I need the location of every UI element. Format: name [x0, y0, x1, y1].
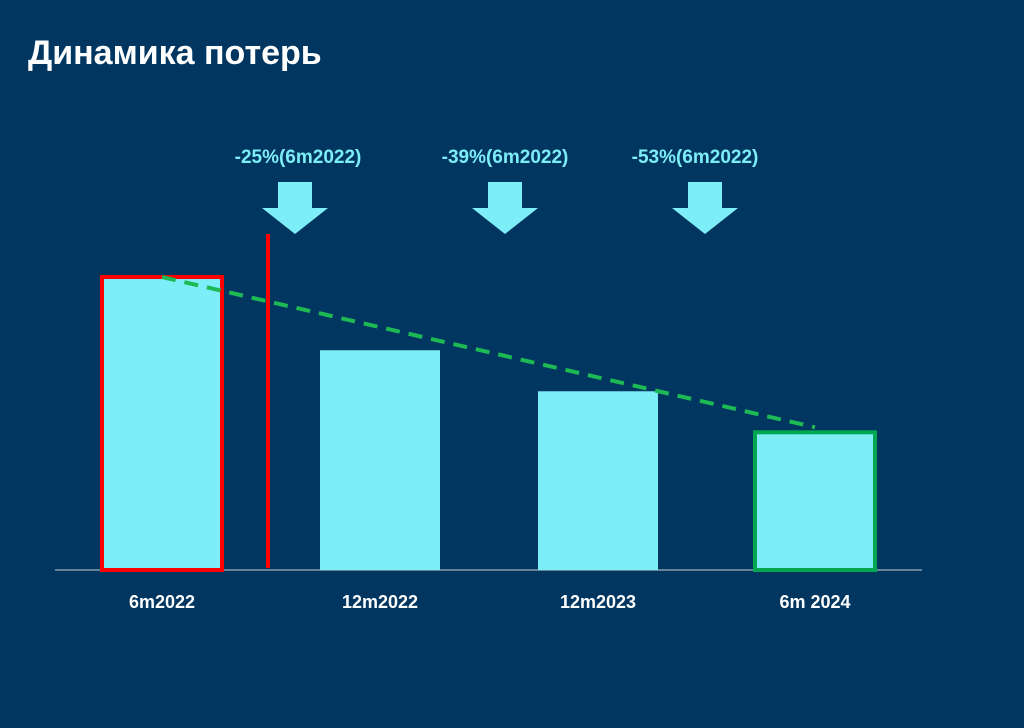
x-tick-label: 6m2022	[129, 592, 195, 612]
annotation: -25%(6m2022)	[235, 147, 362, 168]
annotation: -39%(6m2022)	[442, 147, 569, 168]
chart-title: Динамика потерь	[28, 34, 322, 72]
x-tick-label: 12m2022	[342, 592, 418, 612]
arrow	[672, 182, 738, 234]
x-tick-label: 12m2023	[560, 592, 636, 612]
x-tick-label: 6m 2024	[779, 592, 850, 612]
arrow	[262, 182, 328, 234]
trend-line	[161, 275, 816, 430]
bar	[538, 391, 658, 570]
bar	[753, 430, 877, 573]
arrow	[472, 182, 538, 234]
bar	[100, 275, 224, 572]
bar	[320, 350, 440, 570]
annotation: -53%(6m2022)	[632, 147, 759, 168]
